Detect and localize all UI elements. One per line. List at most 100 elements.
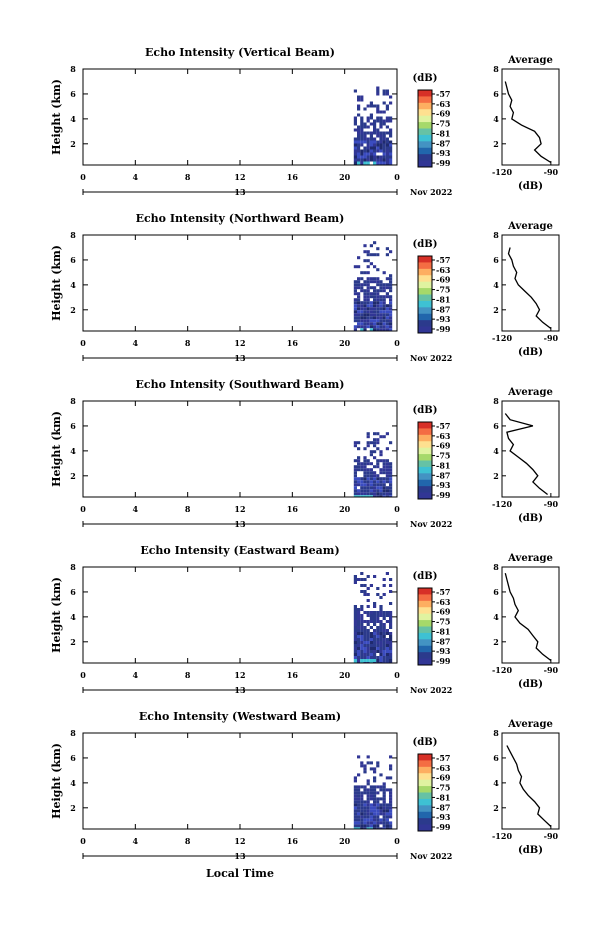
colorbar-tick-label: -63 xyxy=(436,597,451,607)
heatmap-cell xyxy=(353,818,357,822)
heatmap-cell xyxy=(376,611,380,614)
heatmap-cell xyxy=(379,149,383,153)
colorbar-swatch xyxy=(418,147,432,155)
heatmap-cell xyxy=(373,815,377,819)
colorbar-swatch xyxy=(418,600,432,608)
heatmap-cell xyxy=(366,462,370,466)
y-tick-label: 6 xyxy=(70,587,76,597)
heatmap-cell xyxy=(360,572,364,575)
avg-y-tick-label: 2 xyxy=(493,305,499,315)
heatmap-cell xyxy=(369,492,373,496)
heatmap-cell xyxy=(379,307,383,311)
heatmap-cell xyxy=(389,788,393,792)
heatmap-cell xyxy=(363,471,367,475)
colorbar-swatch xyxy=(418,639,432,647)
heatmap-cell xyxy=(369,495,373,497)
heatmap-cell xyxy=(369,462,373,466)
heatmap-cell xyxy=(382,656,386,659)
plot-frame xyxy=(82,400,398,498)
heatmap-cell xyxy=(373,128,377,132)
heatmap-cell xyxy=(373,770,377,774)
heatmap-cell xyxy=(366,827,370,829)
heatmap-cell xyxy=(369,794,373,798)
y-tick-label: 8 xyxy=(70,562,76,572)
heatmap-cell xyxy=(379,605,383,608)
heatmap-cell xyxy=(385,471,389,475)
heatmap-cell xyxy=(360,316,364,320)
heatmap-cell xyxy=(389,578,393,581)
heatmap-cell xyxy=(385,286,389,290)
day-label: 13 xyxy=(234,353,246,363)
heatmap-cell xyxy=(360,319,364,323)
colorbar-tick-label: -99 xyxy=(436,490,451,500)
heatmap-cell xyxy=(360,492,364,496)
heatmap-cell xyxy=(373,304,377,308)
heatmap-cell xyxy=(369,791,373,795)
heatmap-cell xyxy=(389,161,393,165)
heatmap-cell xyxy=(385,304,389,308)
heatmap-cell xyxy=(363,131,367,135)
heatmap-cell xyxy=(382,626,386,629)
heatmap-cell xyxy=(376,316,380,320)
heatmap-cell xyxy=(385,247,389,251)
heatmap-cell xyxy=(353,468,357,472)
colorbar-tick-label: -75 xyxy=(436,285,450,295)
x-tick-label: 0 xyxy=(80,836,86,846)
heatmap-cell xyxy=(366,659,370,662)
heatmap-cell xyxy=(376,764,380,768)
heatmap-cell xyxy=(373,653,377,656)
heatmap-cell xyxy=(369,113,373,117)
heatmap-cell xyxy=(360,289,364,293)
heatmap-cell xyxy=(369,824,373,828)
heatmap-cell xyxy=(376,313,380,317)
heatmap-cell xyxy=(373,119,377,123)
heatmap-cell xyxy=(357,280,361,284)
heatmap-cell xyxy=(376,92,380,96)
heatmap-cell xyxy=(379,644,383,647)
heatmap-cell xyxy=(357,617,361,620)
heatmap-cell xyxy=(369,656,373,659)
heatmap-cell xyxy=(389,307,393,311)
heatmap-cell xyxy=(360,480,364,484)
heatmap-cell xyxy=(353,310,357,314)
colorbar-swatch xyxy=(418,96,432,104)
x-tick-label: 8 xyxy=(185,338,191,348)
heatmap-cell xyxy=(369,134,373,138)
colorbar-swatch xyxy=(418,779,432,787)
heatmap-cell xyxy=(385,432,389,436)
heatmap-cell xyxy=(382,486,386,490)
y-tick-label: 8 xyxy=(70,64,76,74)
heatmap-cell xyxy=(360,155,364,159)
heatmap-cell xyxy=(353,122,357,126)
heatmap-cell xyxy=(376,465,380,469)
heatmap-cell xyxy=(385,107,389,111)
heatmap-cell xyxy=(385,137,389,141)
heatmap-cell xyxy=(376,438,380,442)
heatmap-cell xyxy=(369,617,373,620)
day-label: 13 xyxy=(234,519,246,529)
y-tick-label: 2 xyxy=(70,803,76,813)
heatmap-cell xyxy=(366,803,370,807)
heatmap-cell xyxy=(369,253,373,257)
heatmap-cell xyxy=(353,301,357,305)
heatmap-cell xyxy=(363,307,367,311)
heatmap-cell xyxy=(369,809,373,813)
heatmap-cell xyxy=(385,104,389,108)
heatmap-cell xyxy=(366,277,370,281)
colorbar-swatch xyxy=(418,824,432,832)
heatmap-cell xyxy=(363,477,367,481)
x-tick-label: 16 xyxy=(287,338,299,348)
colorbar-swatch xyxy=(418,268,432,276)
heatmap-cell xyxy=(353,325,357,329)
heatmap-cell xyxy=(382,310,386,314)
heatmap-cell xyxy=(385,653,389,656)
colorbar-tick-label: -99 xyxy=(436,158,451,168)
heatmap-cell xyxy=(382,797,386,801)
heatmap-cell xyxy=(376,131,380,135)
heatmap-cell xyxy=(353,155,357,159)
heatmap-cell xyxy=(369,116,373,120)
heatmap-cell xyxy=(385,149,389,153)
x-tick-label: 4 xyxy=(133,338,139,348)
heatmap-cell xyxy=(366,821,370,825)
heatmap-cell xyxy=(366,620,370,623)
